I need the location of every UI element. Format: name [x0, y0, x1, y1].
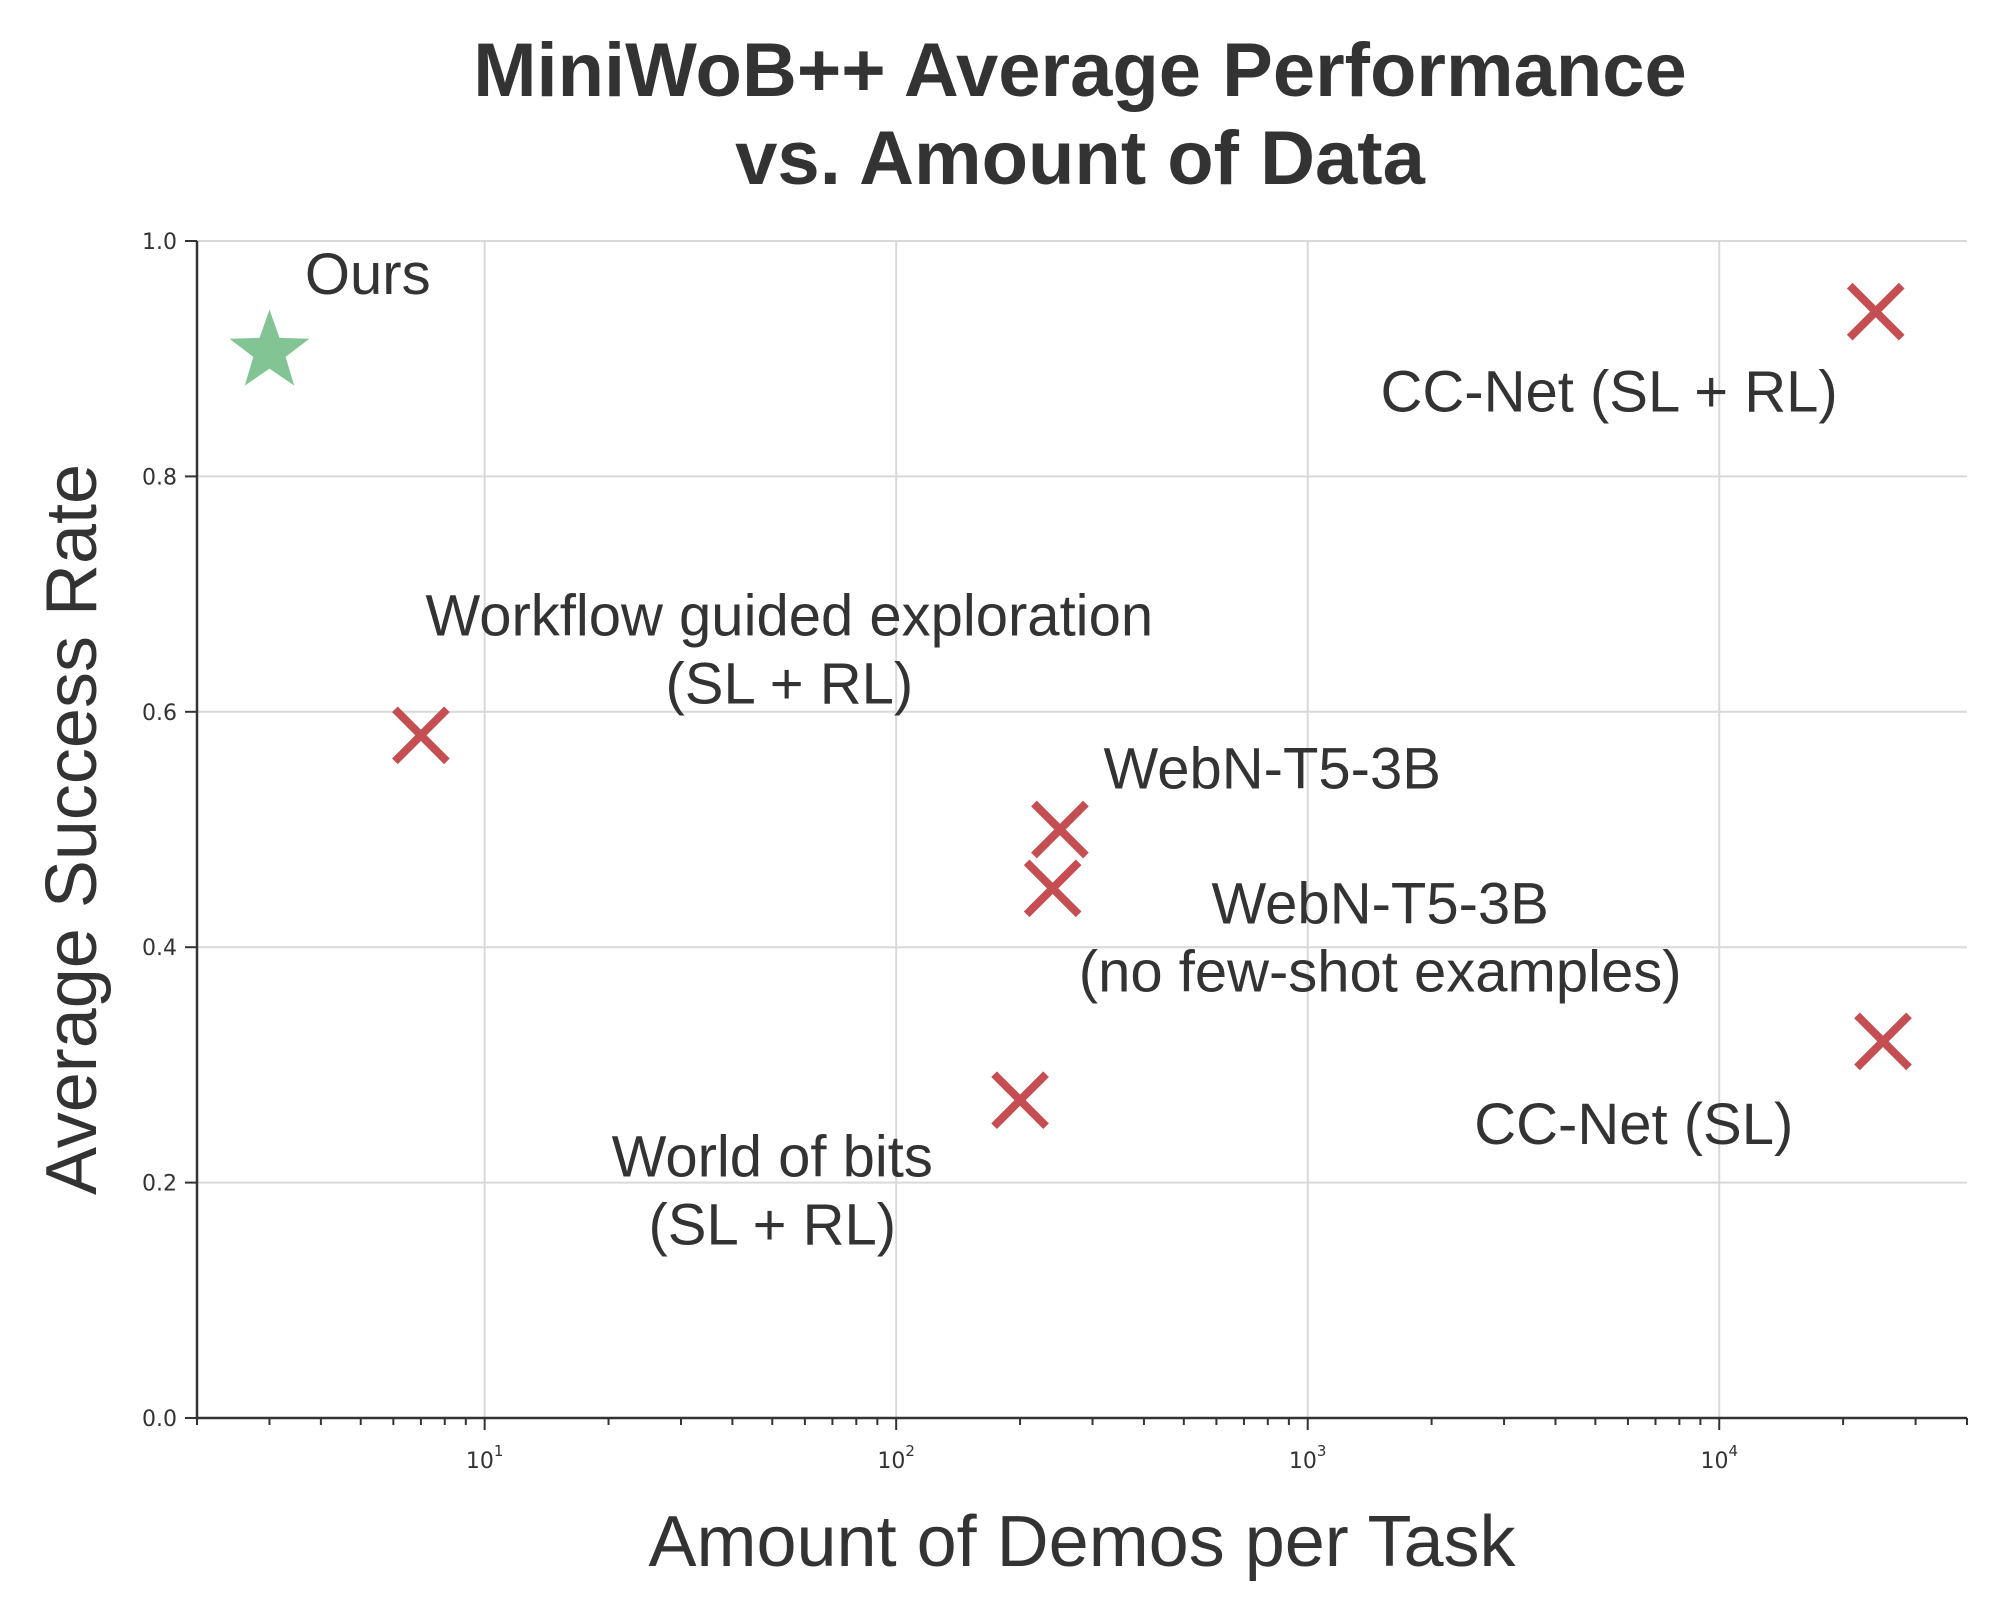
point-webn-t5-3b-no-fewshot-x-marker — [1023, 859, 1082, 918]
y-axis-label: Average Success Rate — [32, 464, 112, 1195]
annotation-webn-t5-3b: WebN-T5-3B — [1104, 736, 1441, 801]
x-tick-label: 103 — [1289, 1442, 1327, 1474]
x-tick-exponent: 2 — [905, 1442, 915, 1460]
axes — [185, 240, 1968, 1430]
annotation-workflow-guided: Workflow guided exploration — [426, 583, 1154, 648]
annotation-workflow-guided: (SL + RL) — [665, 651, 913, 716]
point-workflow-guided-x-marker — [392, 706, 450, 765]
y-tick-label: 1.0 — [142, 230, 177, 255]
annotation-world-of-bits: World of bits — [612, 1125, 933, 1190]
x-tick-base: 10 — [466, 1449, 494, 1474]
y-tick-label: 0.0 — [142, 1407, 177, 1432]
x-tick-exponent: 1 — [494, 1442, 504, 1460]
grid-lines — [197, 240, 1967, 1418]
x-tick-base: 10 — [877, 1449, 905, 1474]
point-ours-star — [229, 309, 310, 386]
y-tick-label: 0.6 — [142, 701, 177, 726]
x-tick-base: 10 — [1289, 1449, 1317, 1474]
axis-spines — [195, 241, 1967, 1420]
x-tick-label: 101 — [466, 1442, 504, 1474]
annotation-world-of-bits: (SL + RL) — [648, 1193, 896, 1258]
annotation-cc-net-sl: CC-Net (SL) — [1474, 1092, 1793, 1157]
y-tick-label: 0.4 — [142, 936, 177, 961]
annotation-webn-t5-3b-no-fewshot: (no few-shot examples) — [1079, 940, 1682, 1005]
data-points — [229, 282, 1912, 1130]
annotation-ours: Ours — [305, 242, 431, 307]
x-axis-label: Amount of Demos per Task — [648, 1502, 1516, 1582]
x-tick-label: 104 — [1700, 1442, 1738, 1474]
annotation-cc-net-sl-rl: CC-Net (SL + RL) — [1381, 360, 1838, 425]
point-webn-t5-3b-x-marker — [1031, 800, 1089, 859]
x-tick-label: 102 — [877, 1442, 915, 1474]
x-tick-exponent: 4 — [1728, 1442, 1738, 1460]
chart-title: MiniWoB++ Average Performance vs. Amount… — [473, 28, 1687, 201]
chart-title-line-2: vs. Amount of Data — [735, 116, 1425, 201]
x-tick-base: 10 — [1700, 1449, 1728, 1474]
annotation-webn-t5-3b-no-fewshot: WebN-T5-3B — [1211, 872, 1548, 937]
x-tick-exponent: 3 — [1317, 1442, 1327, 1460]
chart-title-line-1: MiniWoB++ Average Performance — [473, 28, 1687, 113]
point-cc-net-sl-x-marker — [1854, 1012, 1912, 1071]
y-tick-label: 0.2 — [142, 1172, 177, 1197]
point-world-of-bits-x-marker — [991, 1071, 1049, 1130]
point-cc-net-sl-rl-x-marker — [1846, 282, 1905, 341]
y-tick-label: 0.8 — [142, 465, 177, 490]
